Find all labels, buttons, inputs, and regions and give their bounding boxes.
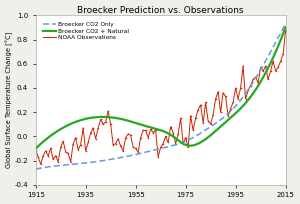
Broecker CO2 + Natural: [144, 125, 148, 127]
NOAA Observations: [54, 154, 58, 157]
Broecker CO2 Only: [135, 153, 139, 155]
Broecker CO2 + Natural: [284, 26, 287, 29]
NOAA Observations: [284, 30, 287, 32]
Legend: Broecker CO2 Only, Broecker CO2 + Natural, NOAA Observations: Broecker CO2 Only, Broecker CO2 + Natura…: [41, 20, 131, 42]
Broecker CO2 Only: [206, 128, 209, 130]
Broecker CO2 + Natural: [135, 122, 139, 124]
Line: Broecker CO2 Only: Broecker CO2 Only: [36, 24, 286, 169]
Line: NOAA Observations: NOAA Observations: [35, 30, 286, 165]
Broecker CO2 Only: [144, 151, 148, 153]
NOAA Observations: [34, 149, 38, 151]
Broecker CO2 + Natural: [233, 113, 237, 115]
NOAA Observations: [39, 163, 43, 165]
Y-axis label: Global Surface Temperature Change [°C]: Global Surface Temperature Change [°C]: [6, 32, 13, 168]
Broecker CO2 + Natural: [229, 116, 232, 119]
Broecker CO2 + Natural: [206, 137, 209, 139]
NOAA Observations: [224, 95, 227, 98]
NOAA Observations: [99, 118, 102, 121]
NOAA Observations: [151, 132, 155, 134]
Title: Broecker Prediction vs. Observations: Broecker Prediction vs. Observations: [77, 6, 244, 14]
Broecker CO2 Only: [34, 168, 38, 170]
NOAA Observations: [211, 113, 215, 116]
Broecker CO2 Only: [229, 110, 232, 113]
Line: Broecker CO2 + Natural: Broecker CO2 + Natural: [36, 28, 286, 149]
NOAA Observations: [186, 146, 190, 149]
Broecker CO2 Only: [284, 23, 287, 25]
Broecker CO2 Only: [59, 164, 63, 167]
Broecker CO2 Only: [233, 105, 237, 108]
Broecker CO2 + Natural: [59, 128, 63, 130]
Broecker CO2 + Natural: [34, 147, 38, 150]
